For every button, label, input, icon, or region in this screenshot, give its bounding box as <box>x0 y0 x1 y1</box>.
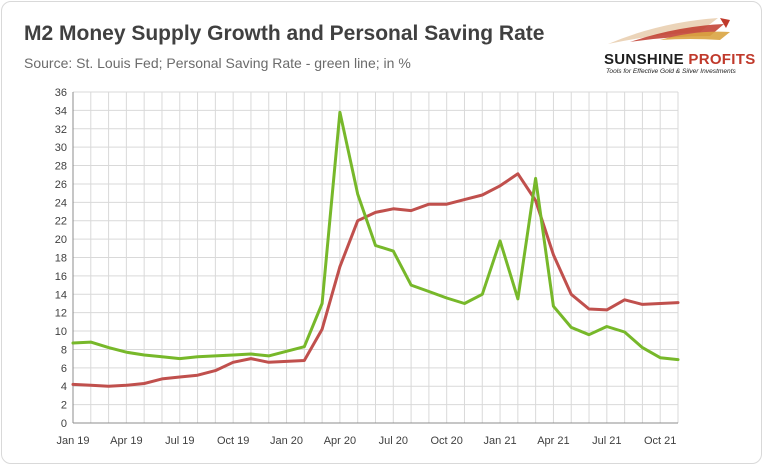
logo-name-part1: SUNSHINE <box>604 51 684 68</box>
y-tick-label: 10 <box>55 326 67 338</box>
series-lines <box>71 110 680 388</box>
x-tick-label: Apr 21 <box>537 435 569 447</box>
x-axis-tick-labels: Jan 19 Apr 19 Jul 19 Oct 19 Jan 20 Apr 20 Jul … <box>56 435 676 447</box>
x-tick-label: Jul 21 <box>592 435 621 447</box>
logo-wordmark: SUNSHINE PROFITS <box>604 51 756 68</box>
y-tick-label: 2 <box>61 400 67 412</box>
chart-subtitle: Source: St. Louis Fed; Personal Saving R… <box>24 55 411 71</box>
y-tick-label: 6 <box>61 363 67 375</box>
y-tick-label: 24 <box>55 197 67 209</box>
saving-rate-series-line <box>71 110 680 362</box>
y-tick-label: 12 <box>55 308 67 320</box>
y-tick-label: 4 <box>61 381 67 393</box>
x-tick-label: Oct 19 <box>217 435 249 447</box>
x-tick-label: Oct 21 <box>644 435 676 447</box>
x-tick-label: Jan 19 <box>56 435 89 447</box>
y-tick-label: 8 <box>61 344 67 356</box>
y-tick-label: 16 <box>55 271 67 283</box>
x-tick-label: Apr 19 <box>110 435 142 447</box>
y-tick-label: 22 <box>55 216 67 228</box>
y-tick-label: 26 <box>55 179 67 191</box>
axes <box>72 92 678 424</box>
y-tick-label: 14 <box>55 289 67 301</box>
y-tick-label: 0 <box>61 418 67 430</box>
y-tick-label: 36 <box>55 87 67 99</box>
chart-title: M2 Money Supply Growth and Personal Savi… <box>24 22 545 45</box>
x-tick-label: Jul 20 <box>379 435 408 447</box>
x-tick-label: Jan 21 <box>484 435 517 447</box>
x-tick-label: Jan 20 <box>270 435 303 447</box>
y-tick-label: 34 <box>55 105 67 117</box>
x-tick-label: Apr 20 <box>324 435 356 447</box>
y-tick-label: 20 <box>55 234 67 246</box>
y-tick-label: 32 <box>55 124 67 136</box>
x-tick-label: Oct 20 <box>430 435 462 447</box>
y-tick-label: 30 <box>55 142 67 154</box>
y-tick-label: 28 <box>55 161 67 173</box>
logo-tagline: Tools for Effective Gold & Silver Invest… <box>606 68 736 75</box>
y-tick-label: 18 <box>55 253 67 265</box>
grid-lines <box>72 91 679 423</box>
sunshine-profits-logo-rays-icon <box>608 18 730 44</box>
logo-name-part2: PROFITS <box>688 51 756 68</box>
m2-growth-series-line <box>71 172 680 388</box>
x-tick-label: Jul 19 <box>165 435 194 447</box>
